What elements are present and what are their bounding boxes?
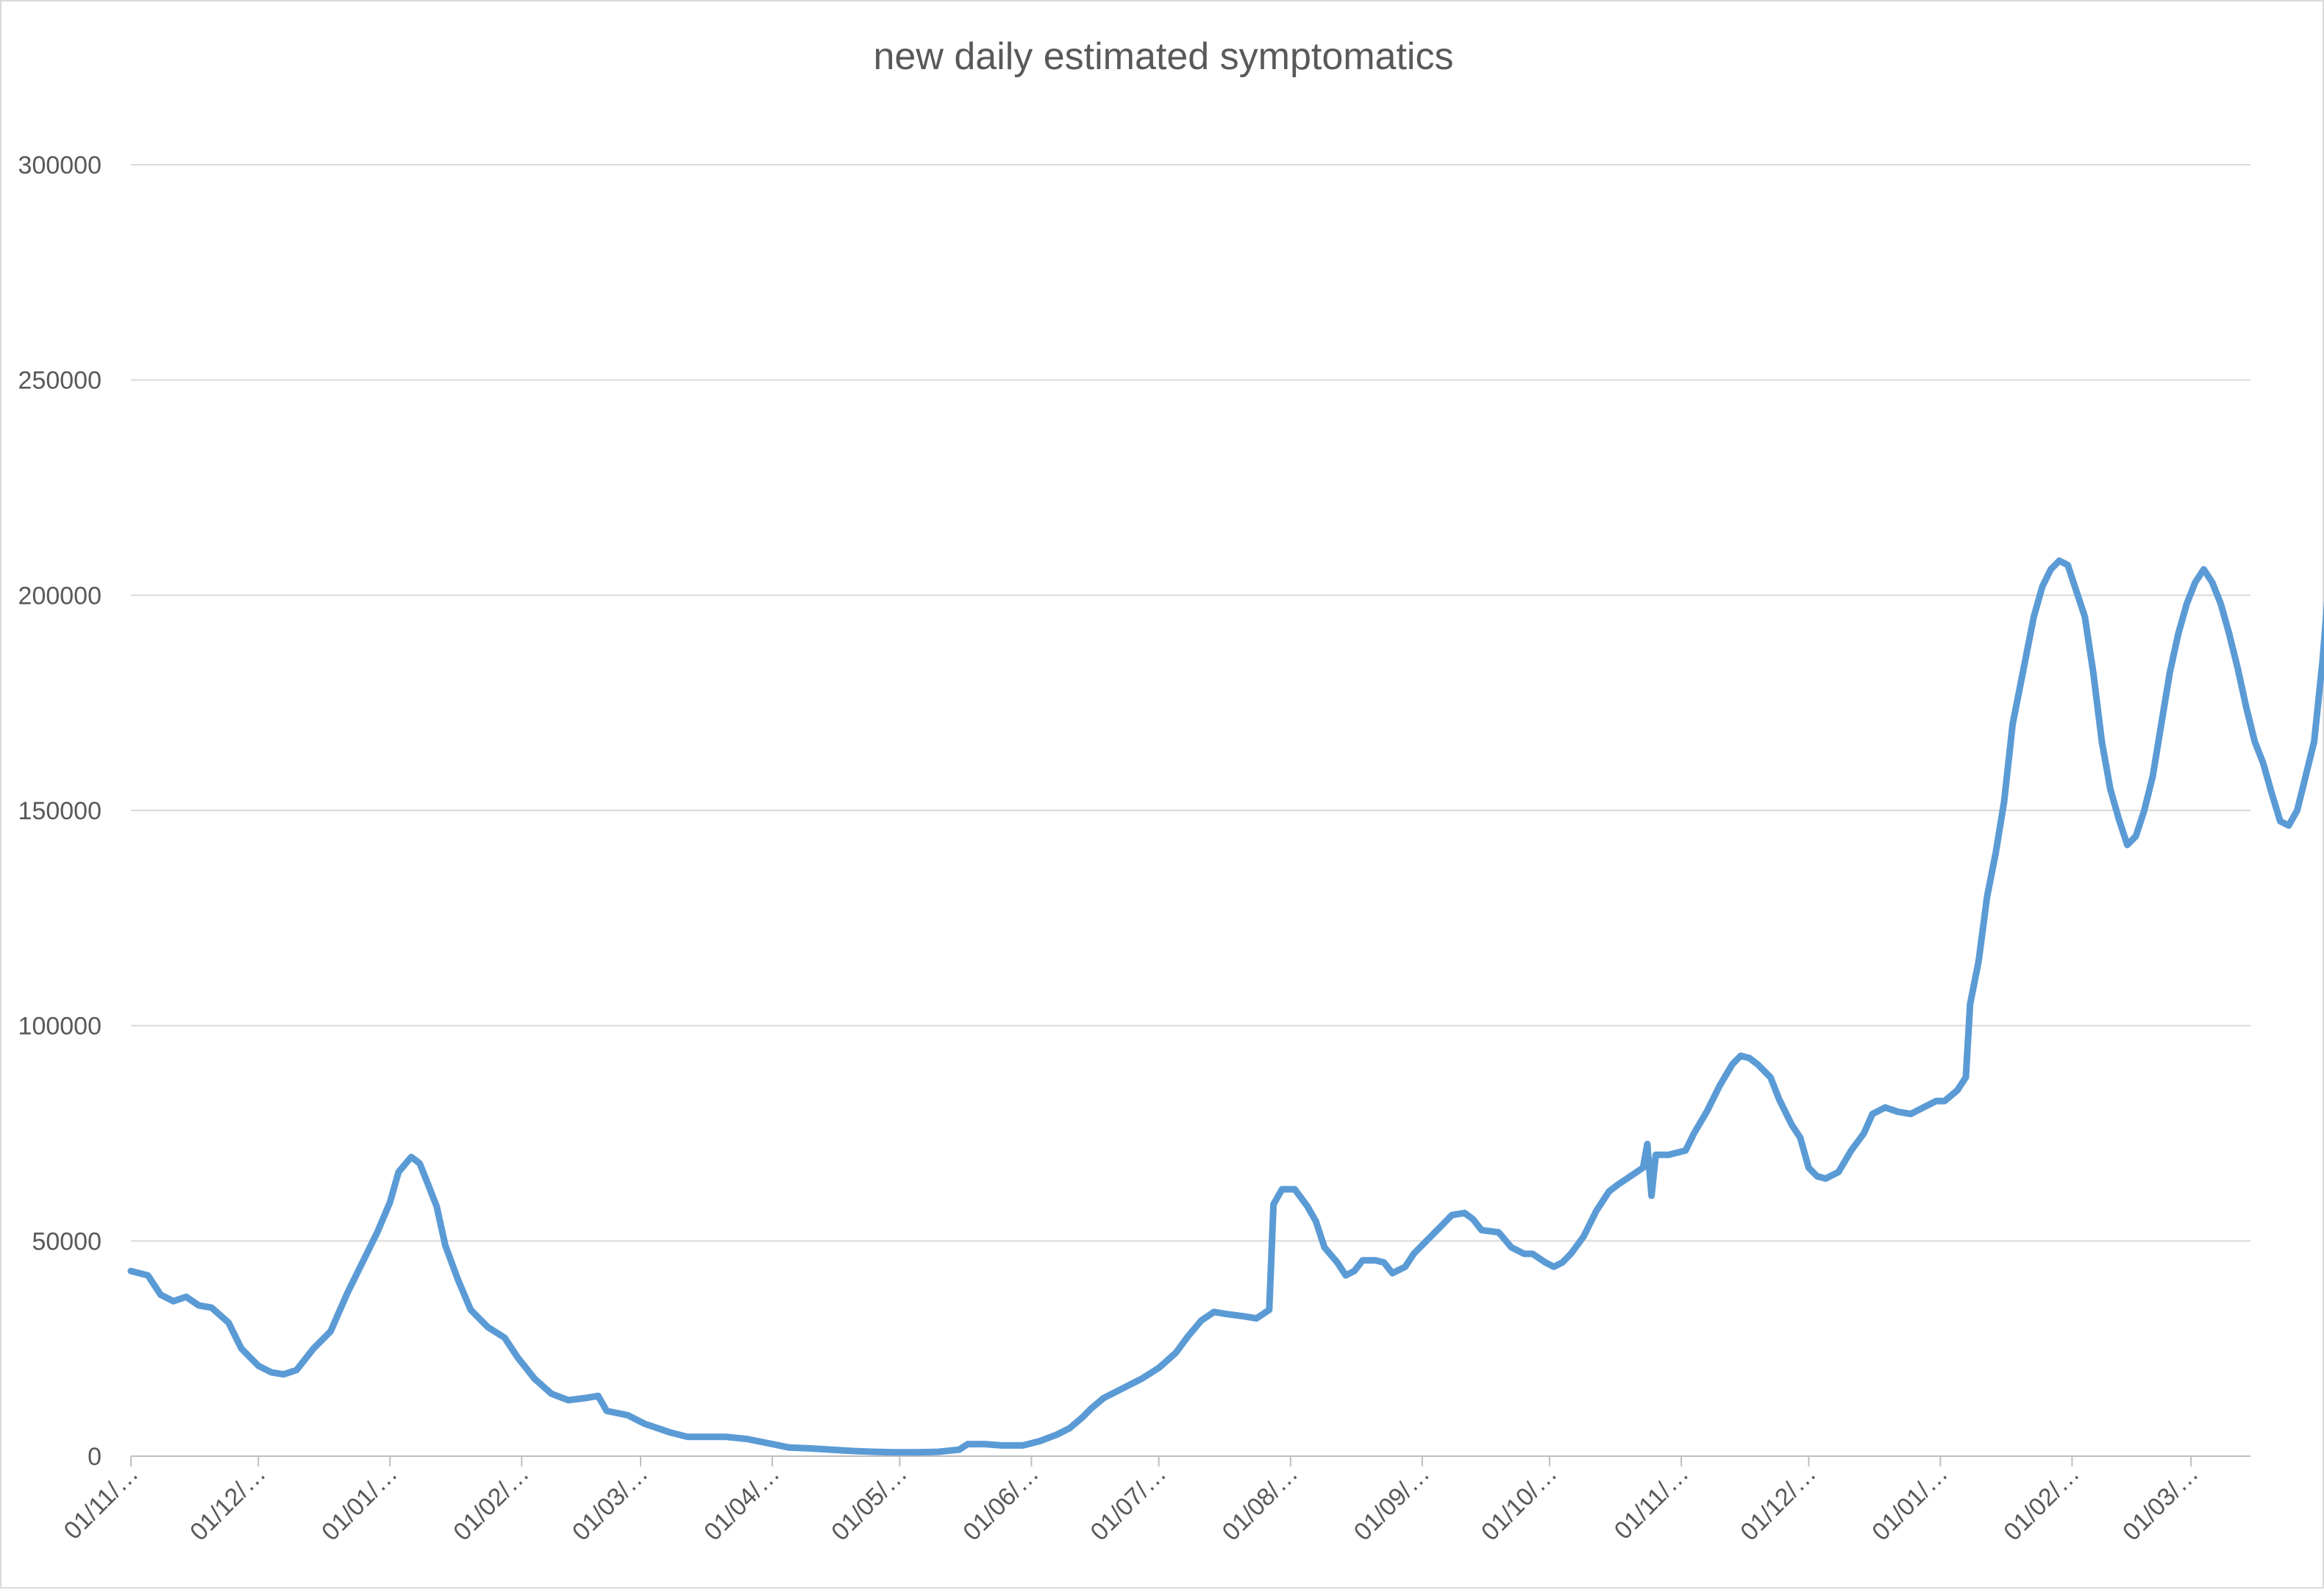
x-tick-label: 01/12/… (185, 1460, 271, 1547)
x-tick-label: 01/02/… (448, 1460, 535, 1547)
y-tick-label: 150000 (18, 797, 101, 825)
x-tick-label: 01/01/… (316, 1460, 403, 1547)
y-tick-label: 50000 (32, 1227, 101, 1255)
gridlines (131, 164, 2250, 1242)
x-tick-label: 01/06/… (958, 1460, 1044, 1547)
x-tick-label: 01/05/… (826, 1460, 913, 1547)
x-tick-label: 01/01/… (1867, 1460, 1953, 1547)
x-tick-label: 01/10/… (1476, 1460, 1563, 1547)
x-tick-label: 01/03/… (567, 1460, 654, 1547)
x-tick-label: 01/02/… (1998, 1460, 2085, 1547)
x-tick-label: 01/09/… (1349, 1460, 1436, 1547)
x-tick-label: 01/11/… (1609, 1460, 1694, 1545)
series-line-0 (127, 557, 2324, 1456)
x-tick-label: 01/08/… (1217, 1460, 1304, 1547)
x-tick-label: 01/12/… (1735, 1460, 1822, 1547)
y-tick-label: 0 (88, 1443, 101, 1471)
x-tick-label: 01/03/… (2117, 1460, 2204, 1547)
y-tick-label: 100000 (18, 1013, 101, 1041)
y-axis-tick-labels: 0 50000 100000 150000 200000 250000 300000 (18, 151, 101, 1471)
chart-title: new daily estimated symptomatics (874, 35, 1454, 78)
x-tick-label: 01/07/… (1086, 1460, 1172, 1547)
y-tick-label: 250000 (18, 367, 101, 395)
y-tick-label: 300000 (18, 151, 101, 179)
x-tick-label: 01/11/… (59, 1460, 144, 1545)
y-tick-label: 200000 (18, 582, 101, 610)
x-axis-tick-labels: 01/11/… 01/12/… 01/01/… 01/02/… 01/03/… 01/04… (59, 1460, 2204, 1547)
x-axis (130, 1455, 2250, 1466)
series-layer (127, 557, 2324, 1456)
x-tick-label: 01/04/… (699, 1460, 785, 1547)
